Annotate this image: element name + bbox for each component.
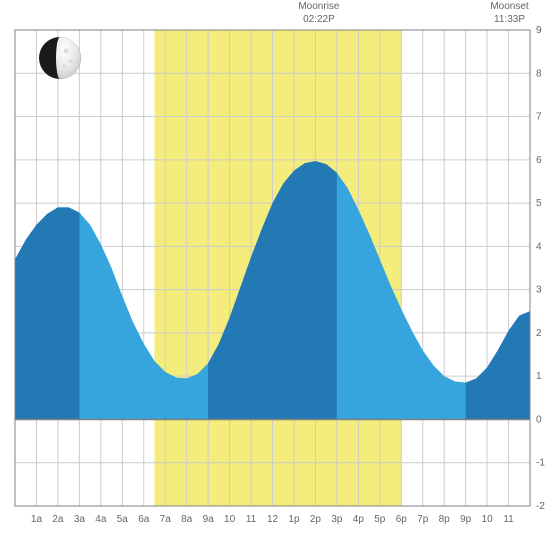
x-tick-label: 3a [74, 514, 86, 525]
x-tick-label: 11 [246, 514, 257, 525]
x-tick-label: 5a [117, 514, 129, 525]
x-tick-label: 9p [460, 514, 472, 525]
y-tick-label: 3 [536, 285, 542, 296]
y-tick-label: 2 [536, 328, 542, 339]
y-tick-label: -1 [536, 458, 545, 469]
x-tick-label: 8a [181, 514, 193, 525]
y-tick-label: 1 [536, 371, 542, 382]
y-tick-label: 8 [536, 68, 542, 79]
y-tick-label: 5 [536, 198, 542, 209]
y-tick-label: 7 [536, 112, 542, 123]
moon-phase-icon [38, 36, 82, 80]
x-tick-label: 6a [138, 514, 150, 525]
x-tick-label: 7p [417, 514, 429, 525]
moonset-text: Moonset [490, 0, 528, 13]
tide-chart: Moonrise 02:22P Moonset 11:33P -2-101234… [0, 0, 550, 550]
moonrise-text: Moonrise [298, 0, 339, 13]
moonrise-label: Moonrise 02:22P [298, 0, 339, 26]
x-tick-label: 11 [503, 514, 514, 525]
tide-area-dark [466, 311, 530, 419]
moonrise-time: 02:22P [298, 13, 339, 26]
x-tick-label: 6p [396, 514, 408, 525]
x-tick-label: 4a [95, 514, 107, 525]
x-tick-label: 5p [374, 514, 386, 525]
moonset-time: 11:33P [490, 13, 528, 26]
x-tick-label: 1a [31, 514, 43, 525]
x-tick-label: 3p [331, 514, 343, 525]
x-tick-label: 10 [224, 514, 236, 525]
x-tick-label: 12 [267, 514, 279, 525]
x-tick-label: 4p [353, 514, 365, 525]
x-tick-label: 2a [52, 514, 64, 525]
x-tick-label: 9a [203, 514, 215, 525]
y-tick-label: 6 [536, 155, 542, 166]
x-tick-label: 10 [482, 514, 494, 525]
x-tick-label: 1p [288, 514, 300, 525]
x-tick-label: 8p [439, 514, 451, 525]
y-tick-label: 0 [536, 414, 542, 425]
x-tick-label: 2p [310, 514, 322, 525]
y-tick-label: 4 [536, 241, 542, 252]
moonset-label: Moonset 11:33P [490, 0, 528, 26]
tide-area-dark [15, 207, 79, 419]
y-tick-label: -2 [536, 501, 545, 512]
chart-header: Moonrise 02:22P Moonset 11:33P [0, 0, 550, 30]
x-tick-label: 7a [160, 514, 172, 525]
chart-svg: -2-101234567891a2a3a4a5a6a7a8a9a1011121p… [0, 0, 550, 550]
